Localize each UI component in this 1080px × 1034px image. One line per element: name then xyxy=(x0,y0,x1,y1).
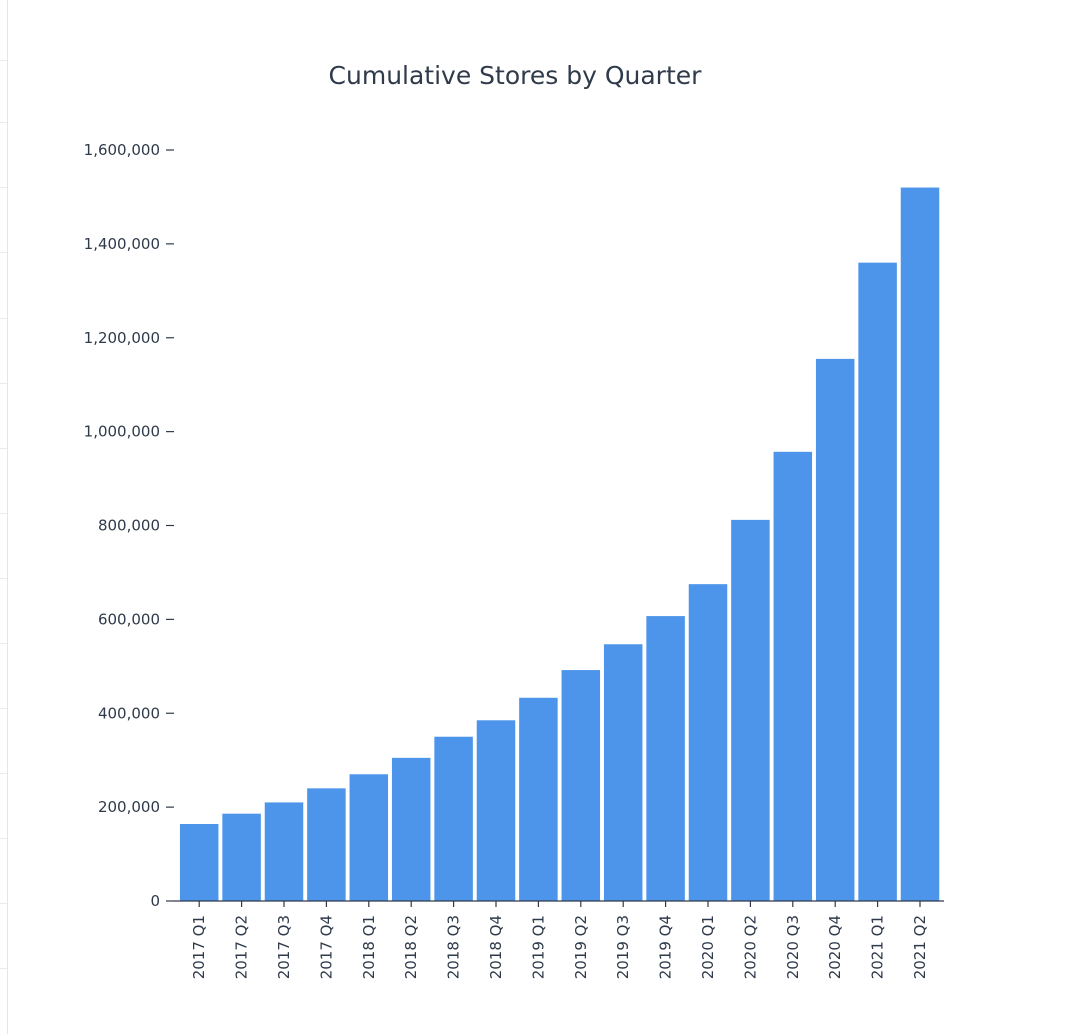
x-tick-label: 2017 Q2 xyxy=(233,915,251,979)
panel-edge-mark xyxy=(0,60,7,61)
y-tick-label: 1,000,000 xyxy=(84,423,160,441)
panel-edge-mark xyxy=(0,838,7,839)
bar-2018-q2 xyxy=(391,757,431,901)
bar-2017-q4 xyxy=(307,788,346,901)
panel-edge-mark xyxy=(0,383,7,384)
bar-2019-q4 xyxy=(646,616,685,901)
panel-edge-mark xyxy=(0,643,7,644)
y-tick-label: 200,000 xyxy=(98,798,160,816)
x-tick-label: 2017 Q3 xyxy=(275,915,293,979)
x-tick-label: 2018 Q1 xyxy=(360,915,378,979)
y-tick-label: 800,000 xyxy=(98,517,160,535)
panel-edge-mark xyxy=(0,513,7,514)
x-tick-label: 2018 Q3 xyxy=(445,915,463,979)
x-tick-label: 2017 Q4 xyxy=(317,915,335,979)
panel-edge-mark xyxy=(0,122,7,123)
x-tick-label: 2020 Q1 xyxy=(699,915,717,979)
x-tick-label: 2020 Q3 xyxy=(784,915,802,979)
y-axis: 0 200,000 400,000 600,000 800,000 1,000,000 1,… xyxy=(84,141,174,910)
bar-2019-q2 xyxy=(561,670,601,901)
bars-group xyxy=(179,187,940,902)
panel-edge-mark xyxy=(0,187,7,188)
x-tick-label: 2020 Q4 xyxy=(826,915,844,979)
panel-edge-mark xyxy=(0,773,7,774)
x-tick-label: 2020 Q2 xyxy=(741,915,759,979)
bar-2019-q3 xyxy=(603,644,643,901)
y-tick-label: 1,200,000 xyxy=(84,329,160,347)
bar-2017-q2 xyxy=(222,813,261,901)
panel-edge-mark xyxy=(0,252,7,253)
bar-2020-q4 xyxy=(815,358,855,901)
x-tick-label: 2017 Q1 xyxy=(190,915,208,979)
bar-2021-q1 xyxy=(858,262,897,901)
bar-2018-q3 xyxy=(434,736,473,901)
panel-edge-mark xyxy=(0,448,7,449)
y-tick-label: 0 xyxy=(150,892,160,910)
bar-2020-q3 xyxy=(773,451,813,901)
bar-2018-q1 xyxy=(349,774,389,901)
y-tick-label: 600,000 xyxy=(98,610,160,628)
x-tick-label: 2018 Q2 xyxy=(402,915,420,979)
y-tick-label: 400,000 xyxy=(98,704,160,722)
panel-edge-mark xyxy=(0,578,7,579)
panel-edge-mark xyxy=(0,903,7,904)
x-tick-label: 2019 Q3 xyxy=(614,915,632,979)
bar-2021-q2 xyxy=(900,187,940,902)
y-tick-label: 1,400,000 xyxy=(84,235,160,253)
y-tick-label: 1,600,000 xyxy=(84,141,160,159)
x-tick-label: 2021 Q2 xyxy=(911,915,929,979)
x-tick-label: 2021 Q1 xyxy=(869,915,887,979)
bar-2019-q1 xyxy=(519,697,558,901)
bar-2020-q1 xyxy=(688,584,728,901)
panel-edge-mark xyxy=(0,968,7,969)
chart-title: Cumulative Stores by Quarter xyxy=(329,61,703,90)
bar-2017-q3 xyxy=(264,802,304,901)
bar-2018-q4 xyxy=(476,720,516,901)
x-tick-label: 2019 Q4 xyxy=(657,915,675,979)
panel-edge-mark xyxy=(0,318,7,319)
bar-2017-q1 xyxy=(179,824,219,901)
x-tick-label: 2019 Q2 xyxy=(572,915,590,979)
x-tick-label: 2019 Q1 xyxy=(529,915,547,979)
x-axis: 2017 Q1 2017 Q2 2017 Q3 2017 Q4 2018 Q1 2018 … xyxy=(174,900,944,979)
panel-edge-mark xyxy=(0,708,7,709)
bar-2020-q2 xyxy=(731,519,770,901)
x-tick-label: 2018 Q4 xyxy=(487,915,505,979)
adjacent-panel-edge xyxy=(0,0,8,1034)
